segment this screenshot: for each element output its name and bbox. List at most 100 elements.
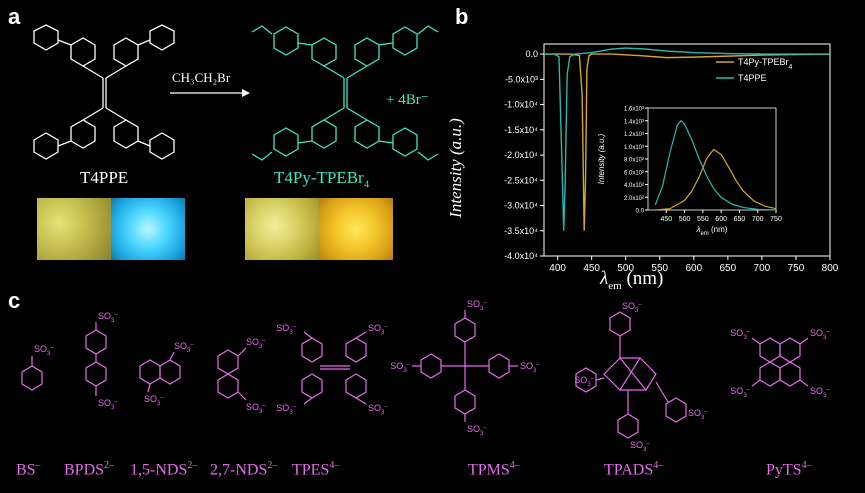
- inset-x-tick-label: 500: [679, 216, 691, 223]
- bpds-ring-bottom: [85, 361, 107, 387]
- inset-x-tick-label: 700: [752, 216, 764, 223]
- so3-group: SO3–: [246, 337, 266, 350]
- inset-y-tick-label: 8.0x10²: [624, 158, 644, 164]
- t4ppe-label: T4PPE: [80, 168, 129, 187]
- compound-label: 2,7-NDS2–: [210, 460, 277, 479]
- y-label-text: Intensity: [446, 159, 465, 218]
- so3-group: SO3–: [630, 440, 650, 453]
- nds27-ring-b: [217, 373, 239, 399]
- main-legend: T4Py-TPEBr4 T4PPE: [716, 57, 793, 83]
- tpads-ring-left: [575, 367, 597, 393]
- y-tick-label: 0.0: [525, 49, 538, 59]
- inset-y-tick-label: 1.4x10³: [624, 119, 644, 125]
- t4py-tpebr4-label: T4Py-TPEBr4: [274, 168, 369, 190]
- x-tick-label: 600: [685, 263, 702, 274]
- inset-y-tick-label: 1.6x10³: [624, 107, 644, 113]
- so3-group: SO3–: [368, 323, 388, 336]
- x-tick-label: 550: [651, 263, 668, 274]
- y-tick-label: -3.0x10⁴: [504, 201, 538, 211]
- x-tick-label: 500: [617, 263, 634, 274]
- so3-group: SO3–: [144, 394, 164, 407]
- so3-group: SO3–: [246, 402, 266, 415]
- panel-label-c: c: [8, 288, 21, 313]
- y-tick-label: -4.0x10⁴: [504, 251, 538, 261]
- so3-group: SO3–: [276, 403, 296, 416]
- y-tick-label: -1.5x10⁴: [504, 125, 538, 135]
- compound-charge: 2–: [187, 460, 198, 471]
- inset-chart: 450 500 550 600 650 700 750 0.0 2.0x10² 4.0x10² 6.…: [597, 107, 782, 238]
- so3-group: SO3–: [574, 375, 594, 388]
- compound-charge: 4–: [653, 460, 664, 471]
- compound-charge: 4–: [329, 460, 340, 471]
- x-tick-label: 650: [720, 263, 737, 274]
- compound-base: BPDS: [64, 461, 105, 479]
- compound-base: PyTS: [766, 461, 802, 479]
- compound-label: TPADS4–: [604, 460, 663, 479]
- panel-label-a: a: [8, 4, 21, 29]
- inset-series-line: [655, 148, 777, 211]
- inset-x-tick-label: 450: [660, 216, 672, 223]
- so3-group: SO3–: [730, 386, 750, 399]
- counter-ion-label: + 4Br⁻: [386, 92, 429, 108]
- emission-chart: 400 450 500 550 600 650 700 750 800 0.0 -5.0x10³ -1…: [504, 43, 839, 274]
- inset-y-tick-label: 4.0x10²: [624, 183, 644, 189]
- sulfonate-group-labels: SO3– SO3– SO3– SO3– SO3– SO3– SO3– SO3– SO3– SO3–…: [34, 299, 830, 453]
- series-line: [544, 53, 831, 231]
- x-tick-label: 450: [583, 263, 600, 274]
- main-plot-frame: [543, 43, 831, 257]
- compound-label: TPMS4–: [468, 460, 520, 479]
- tpads-ring-right: [665, 397, 687, 423]
- panel-label-b: b: [455, 4, 469, 29]
- compound-label: BS–: [16, 460, 41, 479]
- tpads-ring-top: [609, 311, 631, 337]
- so3-group: SO3–: [276, 323, 296, 336]
- y-tick-label: -2.0x10⁴: [504, 150, 538, 160]
- compound-charge: 2–: [104, 460, 115, 471]
- inset-x-tick-label: 650: [734, 216, 746, 223]
- inset-y-tick-label: 1.2x10³: [624, 132, 644, 138]
- x-tick-label: 800: [822, 263, 839, 274]
- t4py-tpebr4-photo-daylight: [245, 198, 319, 260]
- so3-group: SO3–: [810, 386, 830, 399]
- reagent-label: CH₃CH₂Br: [172, 70, 231, 85]
- x-tick-label: 400: [549, 263, 566, 274]
- t4ppe-photo-daylight: [37, 198, 111, 260]
- y-tick-label: -2.5x10⁴: [504, 175, 538, 185]
- inset-series-line: [654, 119, 777, 211]
- reaction-arrow: [170, 89, 250, 97]
- compound-charge: 4–: [801, 460, 812, 471]
- pyts-ring-1: [759, 337, 781, 363]
- x-label-symbol: λ: [600, 268, 609, 289]
- t4ppe-photo-uv: [111, 198, 185, 260]
- inset-y-label: Intensity (a.u.): [597, 133, 606, 184]
- x-label-sub: em: [608, 279, 622, 292]
- so3-group: SO3–: [467, 424, 487, 437]
- so3-group: SO3–: [98, 311, 118, 324]
- inset-x-tick-label: 600: [715, 216, 727, 223]
- so3-group: SO3–: [390, 361, 410, 374]
- inset-y-tick-label: 2.0x10²: [624, 196, 644, 202]
- legend-entry: T4Py-TPEBr4: [738, 57, 793, 71]
- so3-group: SO3–: [98, 398, 118, 411]
- y-tick-label: -1.0x10⁴: [504, 100, 538, 110]
- legend-entry: T4PPE: [738, 73, 767, 83]
- tpes-ring-3: [301, 373, 323, 399]
- tpes-ring-4: [345, 373, 367, 399]
- so3-group: SO3–: [520, 361, 540, 374]
- t4py-tpebr4-structure: [251, 25, 439, 161]
- so3-group: SO3–: [730, 328, 750, 341]
- compound-base: TPES: [292, 461, 330, 479]
- compound-label: BPDS2–: [64, 460, 114, 479]
- main-axes: 400 450 500 550 600 650 700 750 800 0.0 -5.0x10³ -1…: [504, 43, 839, 274]
- inset-y-tick-label: 6.0x10²: [624, 170, 644, 176]
- product-name: T4Py-TPEBr: [274, 168, 364, 187]
- compound-base: TPADS: [604, 461, 654, 479]
- tpms-ring-left: [420, 353, 442, 379]
- nds15-ring-b: [159, 359, 181, 385]
- compound-base: BS: [16, 461, 36, 479]
- y-label-unit: (a.u.): [446, 118, 465, 156]
- y-tick-label: -5.0x10³: [505, 74, 538, 84]
- t4ppe-structure: [33, 24, 175, 160]
- tpms-ring-bottom: [454, 389, 476, 415]
- so3-group: SO3–: [810, 328, 830, 341]
